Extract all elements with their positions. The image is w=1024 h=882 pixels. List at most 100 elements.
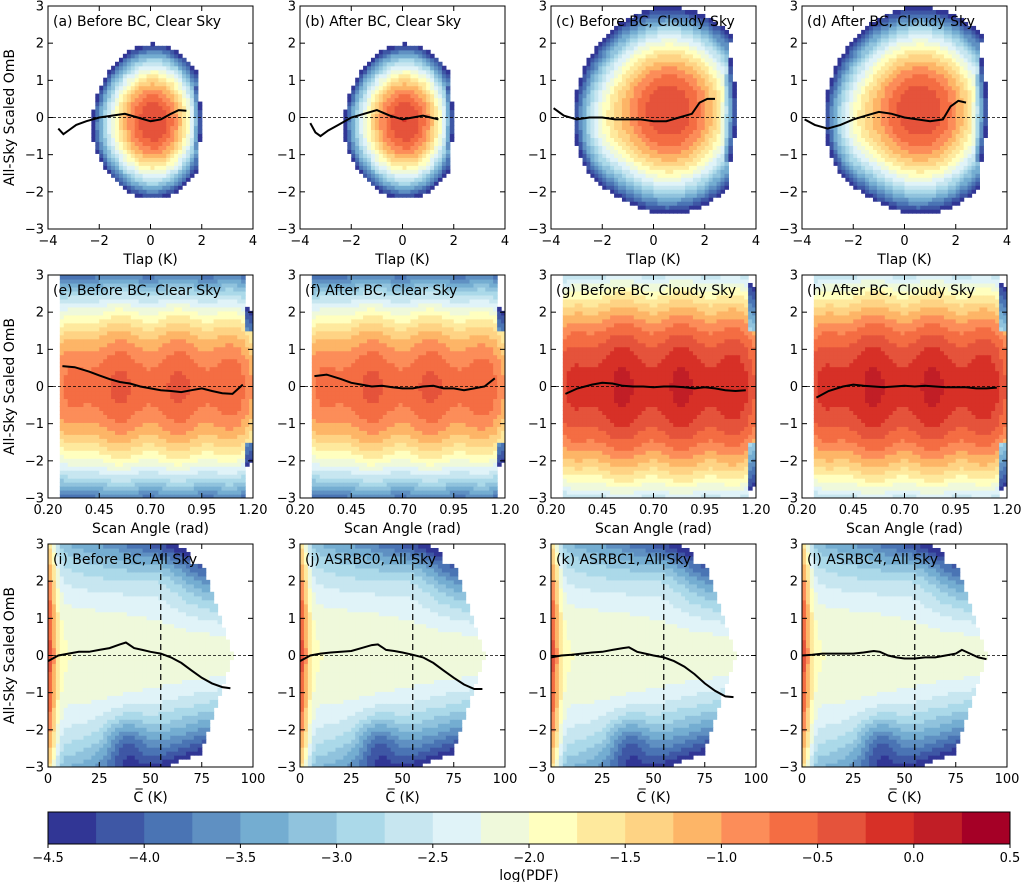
y-tick-label: 3 <box>36 0 44 15</box>
y-tick-label: −1 <box>277 148 296 163</box>
x-tick-label: 0.70 <box>136 503 165 518</box>
y-tick-label: −2 <box>779 185 798 200</box>
y-tick-label: 1 <box>790 74 798 89</box>
colorbar-tick-label: −4.0 <box>128 851 160 866</box>
y-tick-label: −1 <box>277 686 296 701</box>
x-tick-label: 1.20 <box>993 503 1022 518</box>
x-axis-label: Tlap (K) <box>625 252 680 268</box>
y-tick-label: −1 <box>779 417 798 432</box>
colorbar-tick-label: −1.5 <box>609 851 641 866</box>
panel-title: (f) After BC, Clear Sky <box>305 283 457 299</box>
y-tick-label: −3 <box>25 223 44 238</box>
colorbar-swatch <box>384 812 434 844</box>
colorbar-swatch <box>288 812 338 844</box>
x-tick-label: 25 <box>91 772 108 787</box>
y-tick-label: 1 <box>288 343 296 358</box>
panel-title: (l) ASRBC4, All Sky <box>807 552 938 568</box>
x-tick-label: 0 <box>649 234 657 249</box>
panel-b: −3 −2 −1 0 1 2 3 −4 −2 0 2 4 (b) After BC, Clear Sky… <box>277 0 509 268</box>
y-tick-label: 1 <box>36 343 44 358</box>
x-tick-label: 0.20 <box>34 503 63 518</box>
colorbar-tick-label: −3.5 <box>225 851 257 866</box>
density-contour-fill <box>825 6 988 214</box>
y-tick-label: −2 <box>277 454 296 469</box>
panel-title: (c) Before BC, Cloudy Sky <box>556 14 735 30</box>
y-tick-label: 0 <box>36 111 44 126</box>
x-tick-label: 25 <box>594 772 611 787</box>
y-tick-label: 2 <box>539 306 547 321</box>
y-tick-label: 2 <box>288 575 296 590</box>
colorbar-label: log(PDF) <box>499 868 559 882</box>
density-contour-fill <box>574 6 737 214</box>
y-tick-label: 0 <box>790 111 798 126</box>
x-tick-label: 75 <box>193 772 210 787</box>
colorbar-swatch <box>432 812 482 844</box>
x-tick-label: 0 <box>798 772 806 787</box>
y-tick-label: 1 <box>790 612 798 627</box>
colorbar-swatch <box>144 812 193 844</box>
y-tick-label: 3 <box>790 269 798 284</box>
mean-omb-line <box>801 648 987 661</box>
x-tick-label: 1.20 <box>239 503 268 518</box>
y-tick-label: −3 <box>779 223 798 238</box>
mean-omb-line <box>553 97 715 123</box>
x-axis-label: Scan Angle (rad) <box>846 521 963 537</box>
y-tick-label: −3 <box>25 761 44 776</box>
y-tick-label: 3 <box>539 0 547 15</box>
y-tick-label: 1 <box>288 74 296 89</box>
colorbar-tick-label: 0.0 <box>903 851 924 866</box>
y-tick-label: −3 <box>528 492 547 507</box>
x-tick-label: 0.95 <box>690 503 719 518</box>
x-tick-label: 100 <box>241 772 266 787</box>
mean-omb-line <box>550 646 734 699</box>
y-tick-label: 2 <box>288 37 296 52</box>
y-tick-label: 0 <box>539 649 547 664</box>
y-tick-label: −1 <box>779 686 798 701</box>
y-tick-label: 2 <box>36 575 44 590</box>
x-axis-label: C̅ (K) <box>636 788 670 806</box>
panel-title: (i) Before BC, All Sky <box>53 552 197 568</box>
mean-omb-line <box>299 643 483 690</box>
x-tick-label: −4 <box>792 234 811 249</box>
colorbar-swatch <box>96 812 145 844</box>
x-tick-label: 75 <box>445 772 462 787</box>
y-tick-label: 0 <box>36 649 44 664</box>
panel-j: −3 −2 −1 0 1 2 3 0 25 50 75 100 (j) ASRBC0, All Sky C… <box>277 538 518 807</box>
y-tick-label: 3 <box>790 538 798 553</box>
panel-g: −3 −2 −1 0 1 2 3 0.20 0.45 0.70 0.95 1.20 (g) Before… <box>528 269 771 538</box>
x-axis-label: Tlap (K) <box>122 252 177 268</box>
panel-l: −3 −2 −1 0 1 2 3 0 25 50 75 100 (l) ASRBC4, All Sky C… <box>779 538 1020 807</box>
y-tick-label: 3 <box>288 269 296 284</box>
y-tick-label: −3 <box>277 761 296 776</box>
y-tick-label: 1 <box>539 343 547 358</box>
colorbar-swatch <box>865 812 915 844</box>
density-contour-fill <box>300 544 486 767</box>
x-tick-label: 0.20 <box>537 503 566 518</box>
x-axis-label: Tlap (K) <box>374 252 429 268</box>
y-tick-label: −1 <box>25 417 44 432</box>
density-contour-fill <box>802 544 988 767</box>
panel-f: −3 −2 −1 0 1 2 3 0.20 0.45 0.70 0.95 1.20 (f) After … <box>277 269 520 538</box>
x-tick-label: 0 <box>547 772 555 787</box>
colorbar-swatch <box>240 812 289 844</box>
x-tick-label: 4 <box>752 234 760 249</box>
density-contour-fill <box>311 275 505 498</box>
x-tick-label: 50 <box>142 772 159 787</box>
y-tick-label: −2 <box>25 723 44 738</box>
panel-h: −3 −2 −1 0 1 2 3 0.20 0.45 0.70 0.95 1.20 (h) After … <box>779 269 1022 538</box>
x-tick-label: 100 <box>995 772 1020 787</box>
x-tick-label: 100 <box>744 772 769 787</box>
mean-omb-line <box>47 641 231 690</box>
y-tick-label: 2 <box>36 306 44 321</box>
colorbar-swatch <box>192 812 241 844</box>
panel-title: (j) ASRBC0, All Sky <box>305 552 436 568</box>
x-tick-label: −2 <box>844 234 863 249</box>
colorbar-swatch <box>769 812 819 844</box>
y-tick-label: 0 <box>790 649 798 664</box>
density-contour-fill <box>59 275 253 498</box>
y-tick-label: −3 <box>528 761 547 776</box>
x-tick-label: 0.20 <box>788 503 817 518</box>
y-tick-label: 2 <box>790 306 798 321</box>
x-tick-label: −4 <box>290 234 309 249</box>
y-tick-label: 2 <box>790 37 798 52</box>
